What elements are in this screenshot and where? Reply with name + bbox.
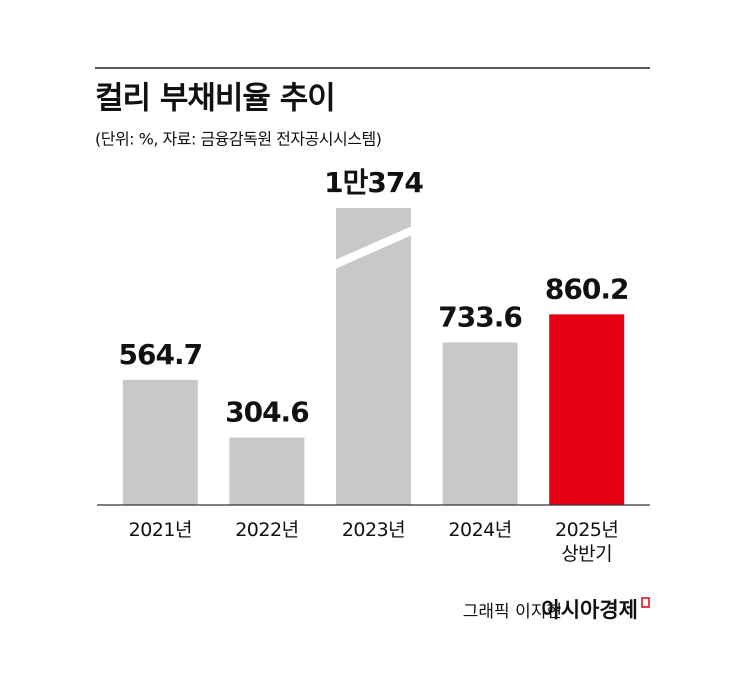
- chart-subtitle: (단위: %, 자료: 금융감독원 전자공시시스템): [95, 130, 381, 149]
- axis-break: [335, 226, 412, 269]
- value-label: 564.7: [119, 338, 203, 371]
- chart-title: 컬리 부채비율 추이: [95, 81, 335, 117]
- credit: 그래픽 이지현: [463, 602, 562, 622]
- x-tick-label: 2025년 상반기: [555, 519, 619, 565]
- value-label: 1만374: [324, 166, 423, 199]
- value-label: 860.2: [545, 272, 629, 305]
- brand-icon: [641, 597, 650, 608]
- bar: [549, 314, 625, 505]
- brand: 아시아경제: [541, 598, 638, 622]
- bar: [229, 437, 305, 505]
- x-tick-label: 2021년: [128, 519, 193, 541]
- bar: [336, 208, 411, 505]
- x-tick-label: 2022년: [235, 519, 299, 541]
- value-label: 304.6: [225, 395, 309, 428]
- bar: [122, 379, 198, 505]
- x-tick-label: 2023년: [341, 519, 406, 541]
- bar: [442, 342, 518, 505]
- x-tick-label: 2024년: [448, 519, 512, 541]
- value-label: 733.6: [438, 300, 522, 333]
